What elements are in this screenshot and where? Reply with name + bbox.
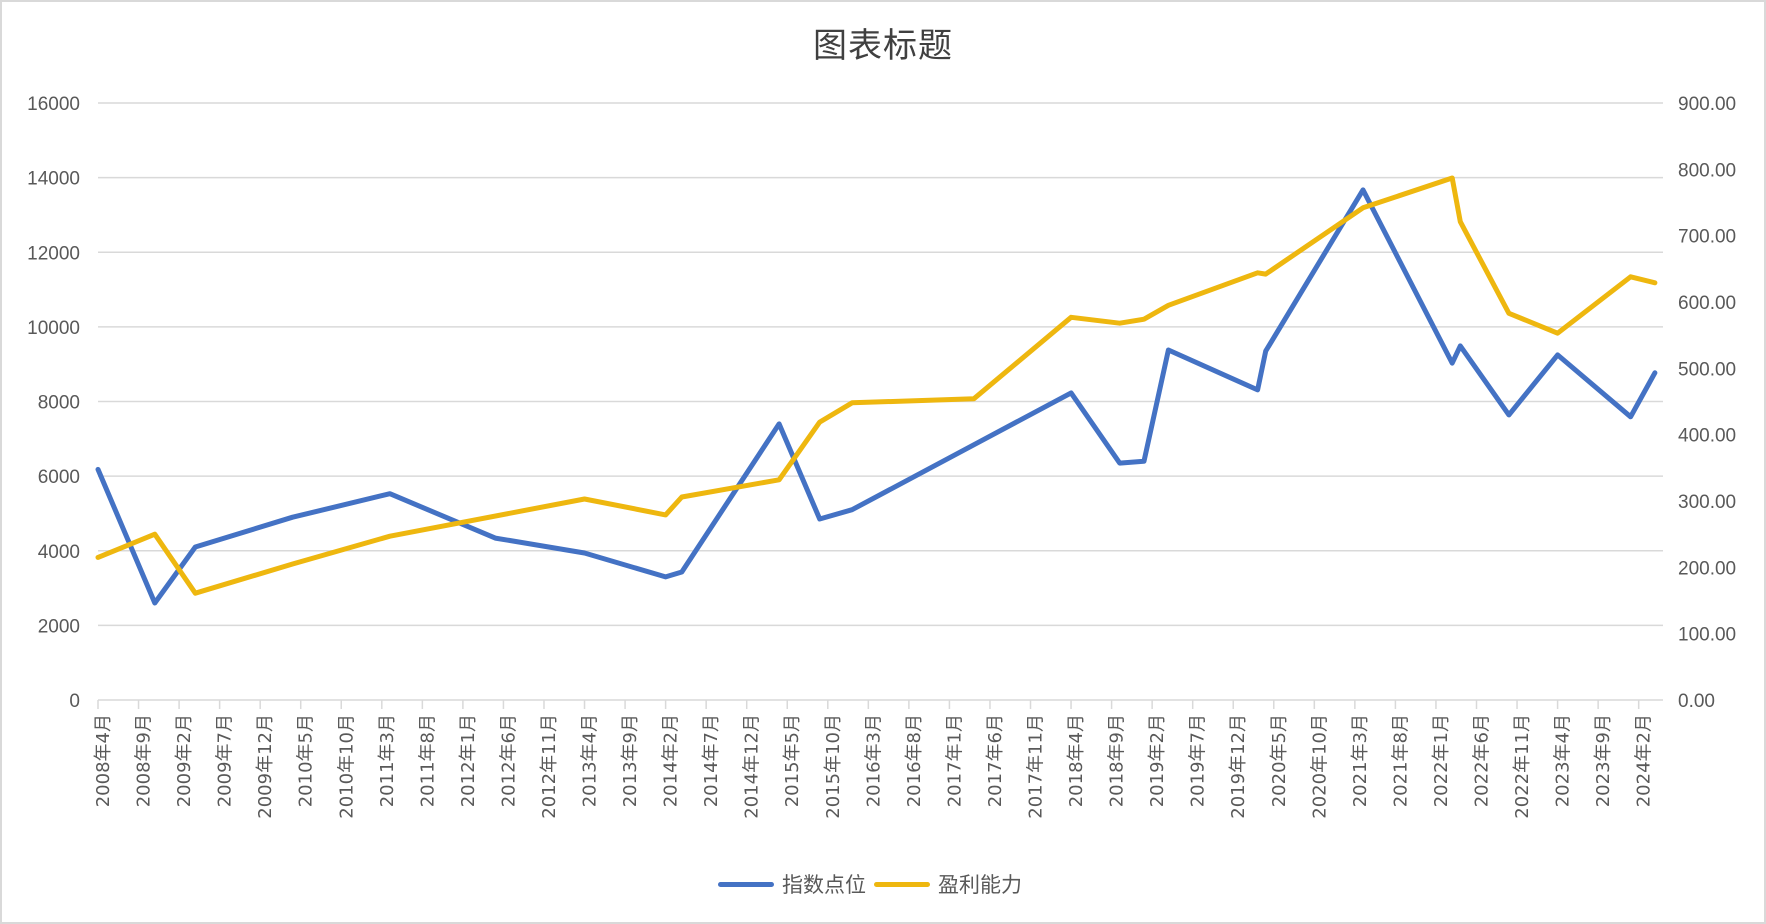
x-axis-tick-label: 2022年11月 xyxy=(1512,714,1533,819)
left-axis-tick-label: 12000 xyxy=(27,243,80,264)
legend-swatch-yellow-line-icon xyxy=(874,881,930,887)
series-lines xyxy=(95,175,1658,606)
x-axis: 2008年4月 2008年9月 2009年2月 2009年7月 2009年12月 2010… xyxy=(93,699,1663,819)
right-axis-tick-label: 100.00 xyxy=(1678,625,1736,646)
right-axis-tick-label: 700.00 xyxy=(1678,227,1736,248)
x-axis-tick-label: 2011年3月 xyxy=(377,714,398,807)
chart-title: 图表标题 xyxy=(813,26,953,66)
x-axis-tick-label: 2018年9月 xyxy=(1107,714,1128,807)
right-axis-tick-label: 500.00 xyxy=(1678,359,1736,380)
left-y-axis: 0 2000 4000 6000 8000 10000 12000 14000 16000 xyxy=(27,94,80,712)
x-axis-tick-label: 2020年5月 xyxy=(1269,714,1290,807)
x-axis-tick-label: 2010年10月 xyxy=(336,714,357,819)
legend-item-profitability[interactable]: 盈利能力 xyxy=(874,869,1022,899)
x-axis-tick-label: 2011年8月 xyxy=(417,714,438,807)
x-axis-tick-label: 2022年6月 xyxy=(1471,714,1492,807)
x-axis-tick-label: 2012年1月 xyxy=(458,714,479,807)
x-axis-tick-label: 2021年8月 xyxy=(1390,714,1411,807)
left-axis-tick-label: 14000 xyxy=(27,169,80,190)
legend-swatch-blue-line-icon xyxy=(718,881,774,887)
right-axis-tick-label: 800.00 xyxy=(1678,160,1736,181)
right-axis-tick-label: 0.00 xyxy=(1678,691,1715,712)
x-axis-tick-label: 2014年12月 xyxy=(742,714,763,819)
legend-label: 指数点位 xyxy=(782,873,866,897)
series-line-profitability[interactable] xyxy=(95,175,1658,596)
x-axis-tick-label: 2023年9月 xyxy=(1593,714,1614,807)
x-axis-tick-label: 2016年8月 xyxy=(904,714,925,807)
legend-item-index-points[interactable]: 指数点位 xyxy=(718,869,866,899)
right-axis-tick-label: 400.00 xyxy=(1678,426,1736,447)
series-line-index-points[interactable] xyxy=(95,187,1658,606)
x-axis-tick-label: 2015年10月 xyxy=(823,714,844,819)
x-axis-tick-label: 2014年7月 xyxy=(701,714,722,807)
right-axis-tick-label: 200.00 xyxy=(1678,558,1736,579)
x-axis-tick-label: 2019年7月 xyxy=(1188,714,1209,807)
x-axis-tick-label: 2019年2月 xyxy=(1147,714,1168,807)
right-axis-tick-label: 900.00 xyxy=(1678,94,1736,115)
x-axis-tick-label: 2013年9月 xyxy=(620,714,641,807)
legend: 指数点位 盈利能力 xyxy=(718,868,1030,900)
gridlines xyxy=(98,102,1663,627)
right-axis-tick-label: 300.00 xyxy=(1678,492,1736,513)
left-axis-tick-label: 2000 xyxy=(38,616,80,637)
legend-label: 盈利能力 xyxy=(938,873,1022,897)
x-axis-tick-label: 2015年5月 xyxy=(782,714,803,807)
x-axis-tick-label: 2008年4月 xyxy=(93,714,114,807)
left-axis-tick-label: 4000 xyxy=(38,542,80,563)
left-axis-tick-label: 0 xyxy=(69,691,80,712)
right-axis-tick-label: 600.00 xyxy=(1678,293,1736,314)
x-axis-tick-label: 2014年2月 xyxy=(661,714,682,807)
x-axis-tick-label: 2017年6月 xyxy=(985,714,1006,807)
x-axis-tick-label: 2012年11月 xyxy=(539,714,560,819)
x-axis-tick-label: 2008年9月 xyxy=(134,714,155,807)
x-axis-tick-label: 2017年11月 xyxy=(1026,714,1047,819)
left-axis-tick-label: 8000 xyxy=(38,393,80,414)
x-axis-tick-label: 2012年6月 xyxy=(498,714,519,807)
x-axis-tick-label: 2020年10月 xyxy=(1309,714,1330,819)
x-axis-tick-label: 2022年1月 xyxy=(1431,714,1452,807)
x-axis-tick-label: 2019年12月 xyxy=(1228,714,1249,819)
x-axis-tick-label: 2017年1月 xyxy=(944,714,965,807)
x-axis-tick-label: 2018年4月 xyxy=(1066,714,1087,807)
x-axis-tick-label: 2024年2月 xyxy=(1634,714,1655,807)
x-axis-tick-label: 2009年7月 xyxy=(215,714,236,807)
x-axis-tick-label: 2023年4月 xyxy=(1553,714,1574,807)
x-axis-tick-label: 2016年3月 xyxy=(863,714,884,807)
x-axis-tick-label: 2021年3月 xyxy=(1350,714,1371,807)
x-axis-tick-label: 2010年5月 xyxy=(296,714,317,807)
left-axis-tick-label: 10000 xyxy=(27,318,80,339)
x-axis-tick-label: 2009年2月 xyxy=(174,714,195,807)
x-axis-tick-label: 2013年4月 xyxy=(580,714,601,807)
left-axis-tick-label: 16000 xyxy=(27,94,80,115)
x-axis-tick-label: 2009年12月 xyxy=(255,714,276,819)
right-y-axis: 0.00 100.00 200.00 300.00 400.00 500.00 600.00… xyxy=(1678,94,1736,712)
left-axis-tick-label: 6000 xyxy=(38,467,80,488)
